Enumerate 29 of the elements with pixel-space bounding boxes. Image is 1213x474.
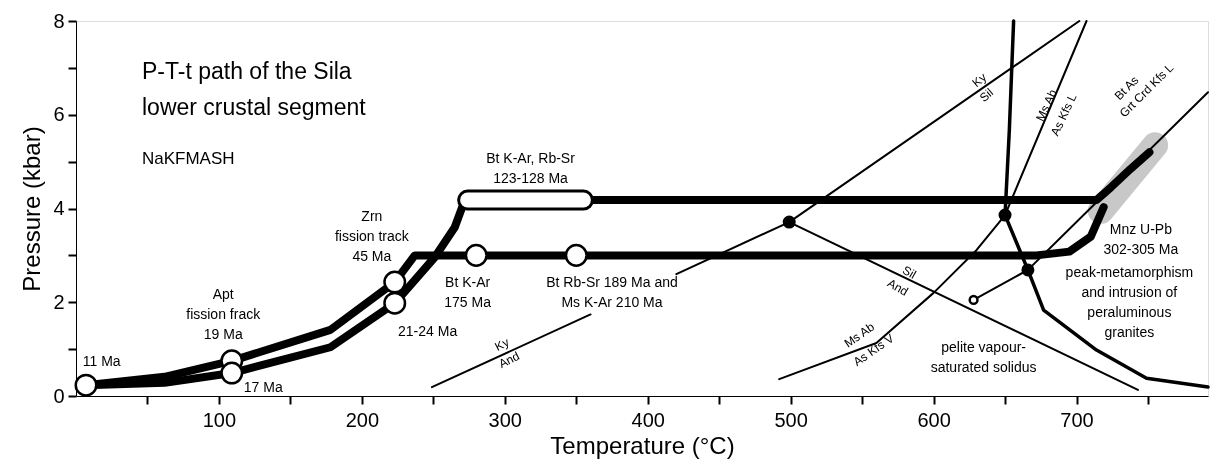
annotation: Bt K-Ar, Rb-Sr 123-128 Ma bbox=[486, 150, 576, 187]
annotation: Bt Rb-Sr 189 Ma and Ms K-Ar 210 Ma bbox=[546, 274, 678, 311]
x-tick-label: 200 bbox=[345, 408, 380, 431]
x-tick-label: 100 bbox=[202, 408, 237, 431]
y-tick-label: 8 bbox=[53, 9, 65, 32]
x-tick-label: 400 bbox=[631, 408, 665, 431]
annotation: Zrn fission track 45 Ma bbox=[334, 207, 410, 264]
x-tick-label: 700 bbox=[1060, 408, 1094, 431]
annotation: peak-metamorphism and intrusion of peraluminous granites bbox=[1065, 264, 1194, 341]
annotation: Sil bbox=[900, 262, 919, 282]
annotation: Mnz U-Pb 302-305 Ma bbox=[1103, 221, 1179, 258]
annotation: 11 Ma bbox=[82, 353, 121, 370]
y-tick-label: 6 bbox=[53, 103, 65, 126]
x-axis-title: Temperature (°C) bbox=[550, 431, 735, 459]
annotation: Bt K-Ar 175 Ma bbox=[444, 274, 492, 311]
y-tick-label: 4 bbox=[53, 197, 65, 219]
y-axis-title: Pressure (kbar) bbox=[18, 126, 46, 292]
y-tick-label: 0 bbox=[53, 384, 65, 407]
y-tick-label: 2 bbox=[53, 290, 65, 313]
annotation: Ky bbox=[492, 335, 512, 354]
annotation: 17 Ma bbox=[243, 379, 283, 396]
x-tick-label: 600 bbox=[917, 408, 951, 431]
x-tick-label: 300 bbox=[488, 408, 522, 431]
annotation: pelite vapour- saturated solidus bbox=[930, 339, 1037, 376]
annotation: 21-24 Ma bbox=[398, 323, 458, 340]
text: P-T-t path of the Sila lower crustal segment bbox=[142, 58, 367, 120]
text: NaKFMASH bbox=[142, 149, 235, 168]
annotation: Apt fission frack 19 Ma bbox=[186, 286, 262, 343]
x-tick-label: 500 bbox=[774, 408, 808, 431]
